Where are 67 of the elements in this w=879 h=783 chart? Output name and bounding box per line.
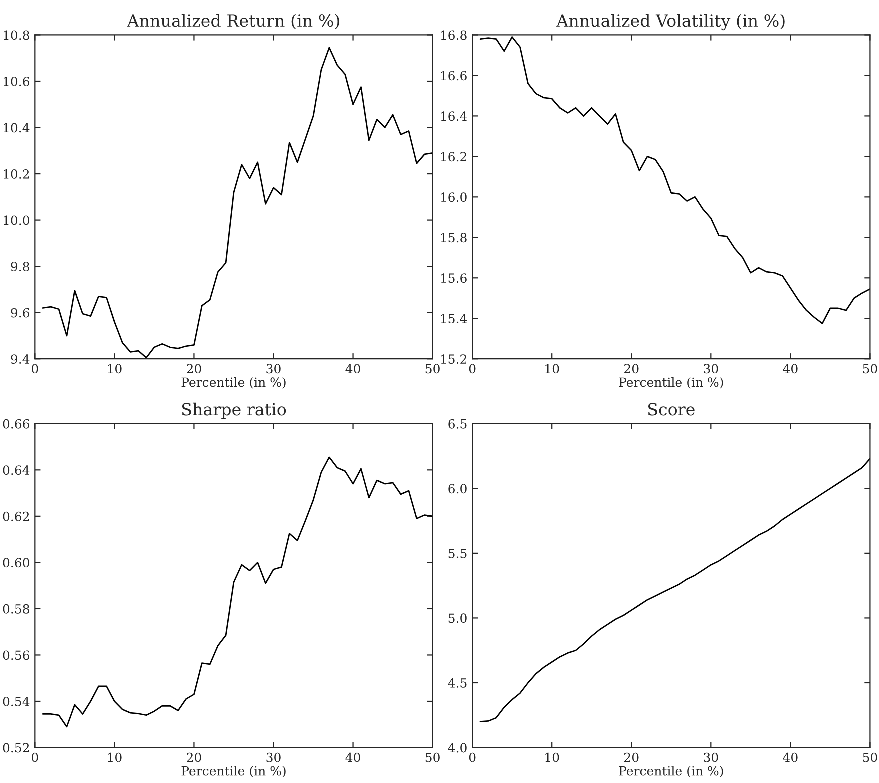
x-tick-label: 50 [426,752,440,762]
x-tick-label: 0 [469,364,476,374]
y-tick-label: 16.4 [441,112,468,122]
y-tick-label: 6.0 [448,484,467,494]
chart-title: Sharpe ratio [182,402,286,420]
y-tick-label: 9.6 [11,308,30,318]
y-tick-label: 16.6 [441,71,467,81]
y-tick-label: 15.8 [441,233,467,243]
y-tick-label: 15.6 [441,274,467,284]
x-tick-label: 20 [624,364,639,374]
x-tick-label: 20 [187,364,202,374]
x-tick-label: 30 [704,364,718,374]
x-tick-label: 40 [783,752,798,762]
x-tick-label: 10 [108,752,122,762]
x-tick-label: 50 [863,364,878,374]
x-tick-label: 50 [426,364,440,374]
y-tick-label: 9.8 [11,262,30,272]
y-tick-label: 10.8 [4,30,30,40]
x-tick-label: 40 [346,364,360,374]
x-tick-label: 10 [546,364,560,374]
y-tick-label: 9.4 [11,354,30,364]
x-axis-title: Percentile (in %) [619,377,724,389]
y-tick-label: 10.0 [4,216,30,226]
x-tick-label: 10 [108,364,122,374]
x-tick-label: 0 [469,752,476,762]
x-tick-label: 50 [863,752,878,762]
x-tick-label: 30 [266,752,281,762]
y-tick-label: 5.0 [448,614,467,624]
y-tick-label: 0.54 [3,696,30,706]
y-tick-label: 10.2 [4,170,30,179]
y-tick-label: 4.5 [448,678,467,688]
y-tick-label: 0.66 [3,419,30,429]
y-tick-label: 15.2 [441,354,466,364]
x-tick-label: 0 [32,752,38,762]
y-tick-label: 0.62 [3,512,30,522]
line-series [42,47,433,359]
chart-title: Annualized Volatility (in %) [556,14,785,31]
y-tick-label: 10.4 [4,123,30,133]
y-tick-label: 16.8 [441,30,467,40]
chart-title: Annualized Return (in %) [127,14,340,30]
y-tick-label: 0.60 [3,558,30,568]
y-tick-label: 16.0 [441,192,467,202]
y-tick-label: 6.5 [448,419,467,429]
x-tick-label: 30 [704,752,718,762]
chart-title: Score [648,403,695,416]
line-series [42,456,433,728]
y-tick-label: 5.5 [448,549,467,558]
x-tick-label: 30 [266,364,281,374]
y-tick-label: 4.0 [448,743,467,753]
x-tick-label: 20 [624,752,639,762]
x-tick-label: 40 [346,752,360,762]
x-axis-title: Percentile (in %) [182,766,286,778]
y-tick-label: 16.2 [441,152,466,162]
y-tick-label: 0.58 [3,604,30,614]
y-tick-label: 0.52 [3,743,30,753]
x-axis-title: Percentile (in %) [182,377,286,389]
x-tick-label: 40 [783,364,798,374]
y-tick-label: 15.4 [441,314,468,324]
x-tick-label: 10 [546,752,560,762]
x-axis-title: Percentile (in %) [619,766,724,778]
x-tick-label: 0 [32,364,38,374]
line-series [480,458,870,723]
x-tick-label: 20 [187,752,202,762]
y-tick-label: 0.56 [3,650,30,660]
y-tick-label: 10.6 [4,76,30,86]
y-tick-label: 0.64 [3,466,30,476]
line-series [480,36,870,324]
